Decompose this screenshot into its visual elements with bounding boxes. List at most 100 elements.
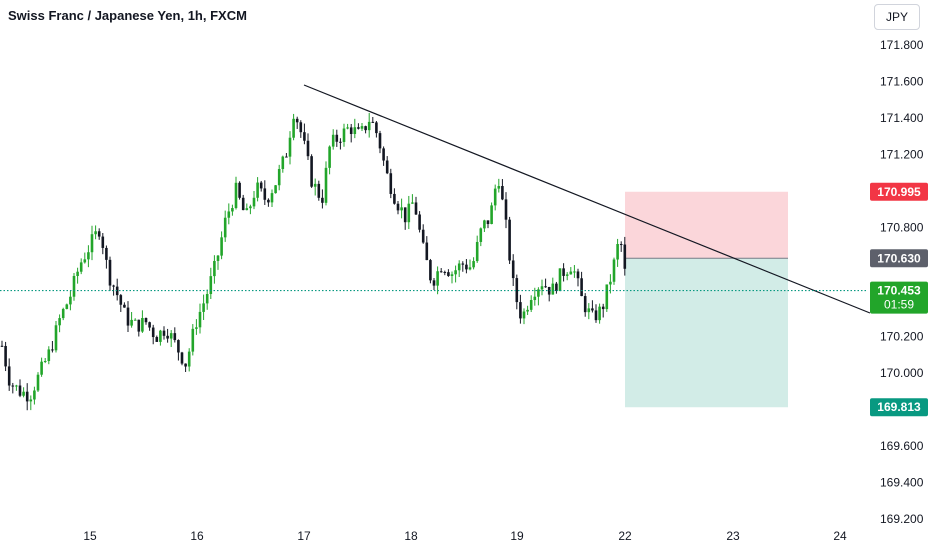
candle [454,265,457,283]
y-tick-label: 170.000 [880,366,924,380]
candle [285,153,288,158]
candle [238,181,241,200]
candle [155,335,159,342]
candle [223,210,227,242]
candle [159,329,162,346]
candle [72,273,76,301]
candle [533,287,537,306]
candle [123,302,126,308]
candle [619,241,623,252]
candle [180,351,184,366]
candle [61,307,65,321]
candle [108,256,112,291]
y-tick-label: 171.800 [880,38,924,52]
candle [22,387,25,398]
candle [526,305,529,315]
y-tick-label: 170.200 [880,330,924,344]
candle [353,118,357,139]
candle [58,314,61,333]
candle [339,138,342,150]
candle [126,301,130,332]
candle [342,123,346,147]
candle [274,184,277,194]
candle [263,180,267,205]
candle [421,224,425,244]
candle [382,146,385,166]
candle [432,278,436,291]
y-tick-label: 169.200 [880,512,924,526]
candle [558,268,562,292]
svg-text:170.453: 170.453 [877,284,921,298]
candle [321,189,324,209]
svg-text:169.813: 169.813 [877,400,921,414]
candle [580,271,583,297]
candle [468,259,472,271]
entry-price-tag: 170.630 [870,249,928,268]
candle [346,123,349,130]
candle [267,198,270,207]
candle [328,145,331,175]
candle [209,267,213,299]
candle [547,286,551,302]
y-tick-label: 169.400 [880,476,924,490]
candle [281,155,285,173]
candle [191,324,195,356]
candle [475,235,479,263]
candle [479,227,483,247]
candle [583,293,587,317]
candle [594,304,598,323]
candle [497,178,501,193]
candle [306,133,310,160]
candle [0,340,4,348]
candle [436,266,439,295]
candle [65,303,69,310]
candle [483,219,486,233]
candle [612,257,616,285]
candle [295,116,299,129]
candle [33,386,36,405]
candle [137,319,141,337]
chart-title: Swiss Franc / Japanese Yen, 1h, FXCM [8,8,247,23]
candle [97,228,101,240]
candle [216,254,220,270]
candle [54,320,58,353]
candle [501,179,504,201]
candle [472,257,475,270]
chart-lines [0,84,871,314]
candle [112,284,115,296]
candle [166,328,169,343]
candle [508,216,511,264]
candle [115,278,119,301]
candle [519,294,522,324]
candle [249,204,252,215]
candle [375,121,378,138]
candle [241,194,245,211]
candle [367,112,371,138]
candle [119,293,123,312]
take-profit-zone [625,258,788,408]
candle [544,278,547,288]
candle [598,303,601,324]
candle [522,308,526,325]
candle [576,268,580,287]
y-tick-label: 171.600 [880,74,924,88]
candle [313,178,317,196]
stop-loss-zone [625,191,788,259]
x-tick-label: 16 [190,529,204,543]
position-zones [625,191,788,408]
candle [389,168,393,199]
candle [565,272,569,281]
candle [465,259,468,274]
candle [364,125,367,134]
candle [90,225,94,261]
candle [231,204,234,216]
candle [439,268,443,273]
candle [133,318,137,321]
candle [425,236,429,261]
candle [205,289,209,310]
currency-button[interactable]: JPY [874,4,920,30]
candle [403,207,407,230]
candle [259,180,263,192]
